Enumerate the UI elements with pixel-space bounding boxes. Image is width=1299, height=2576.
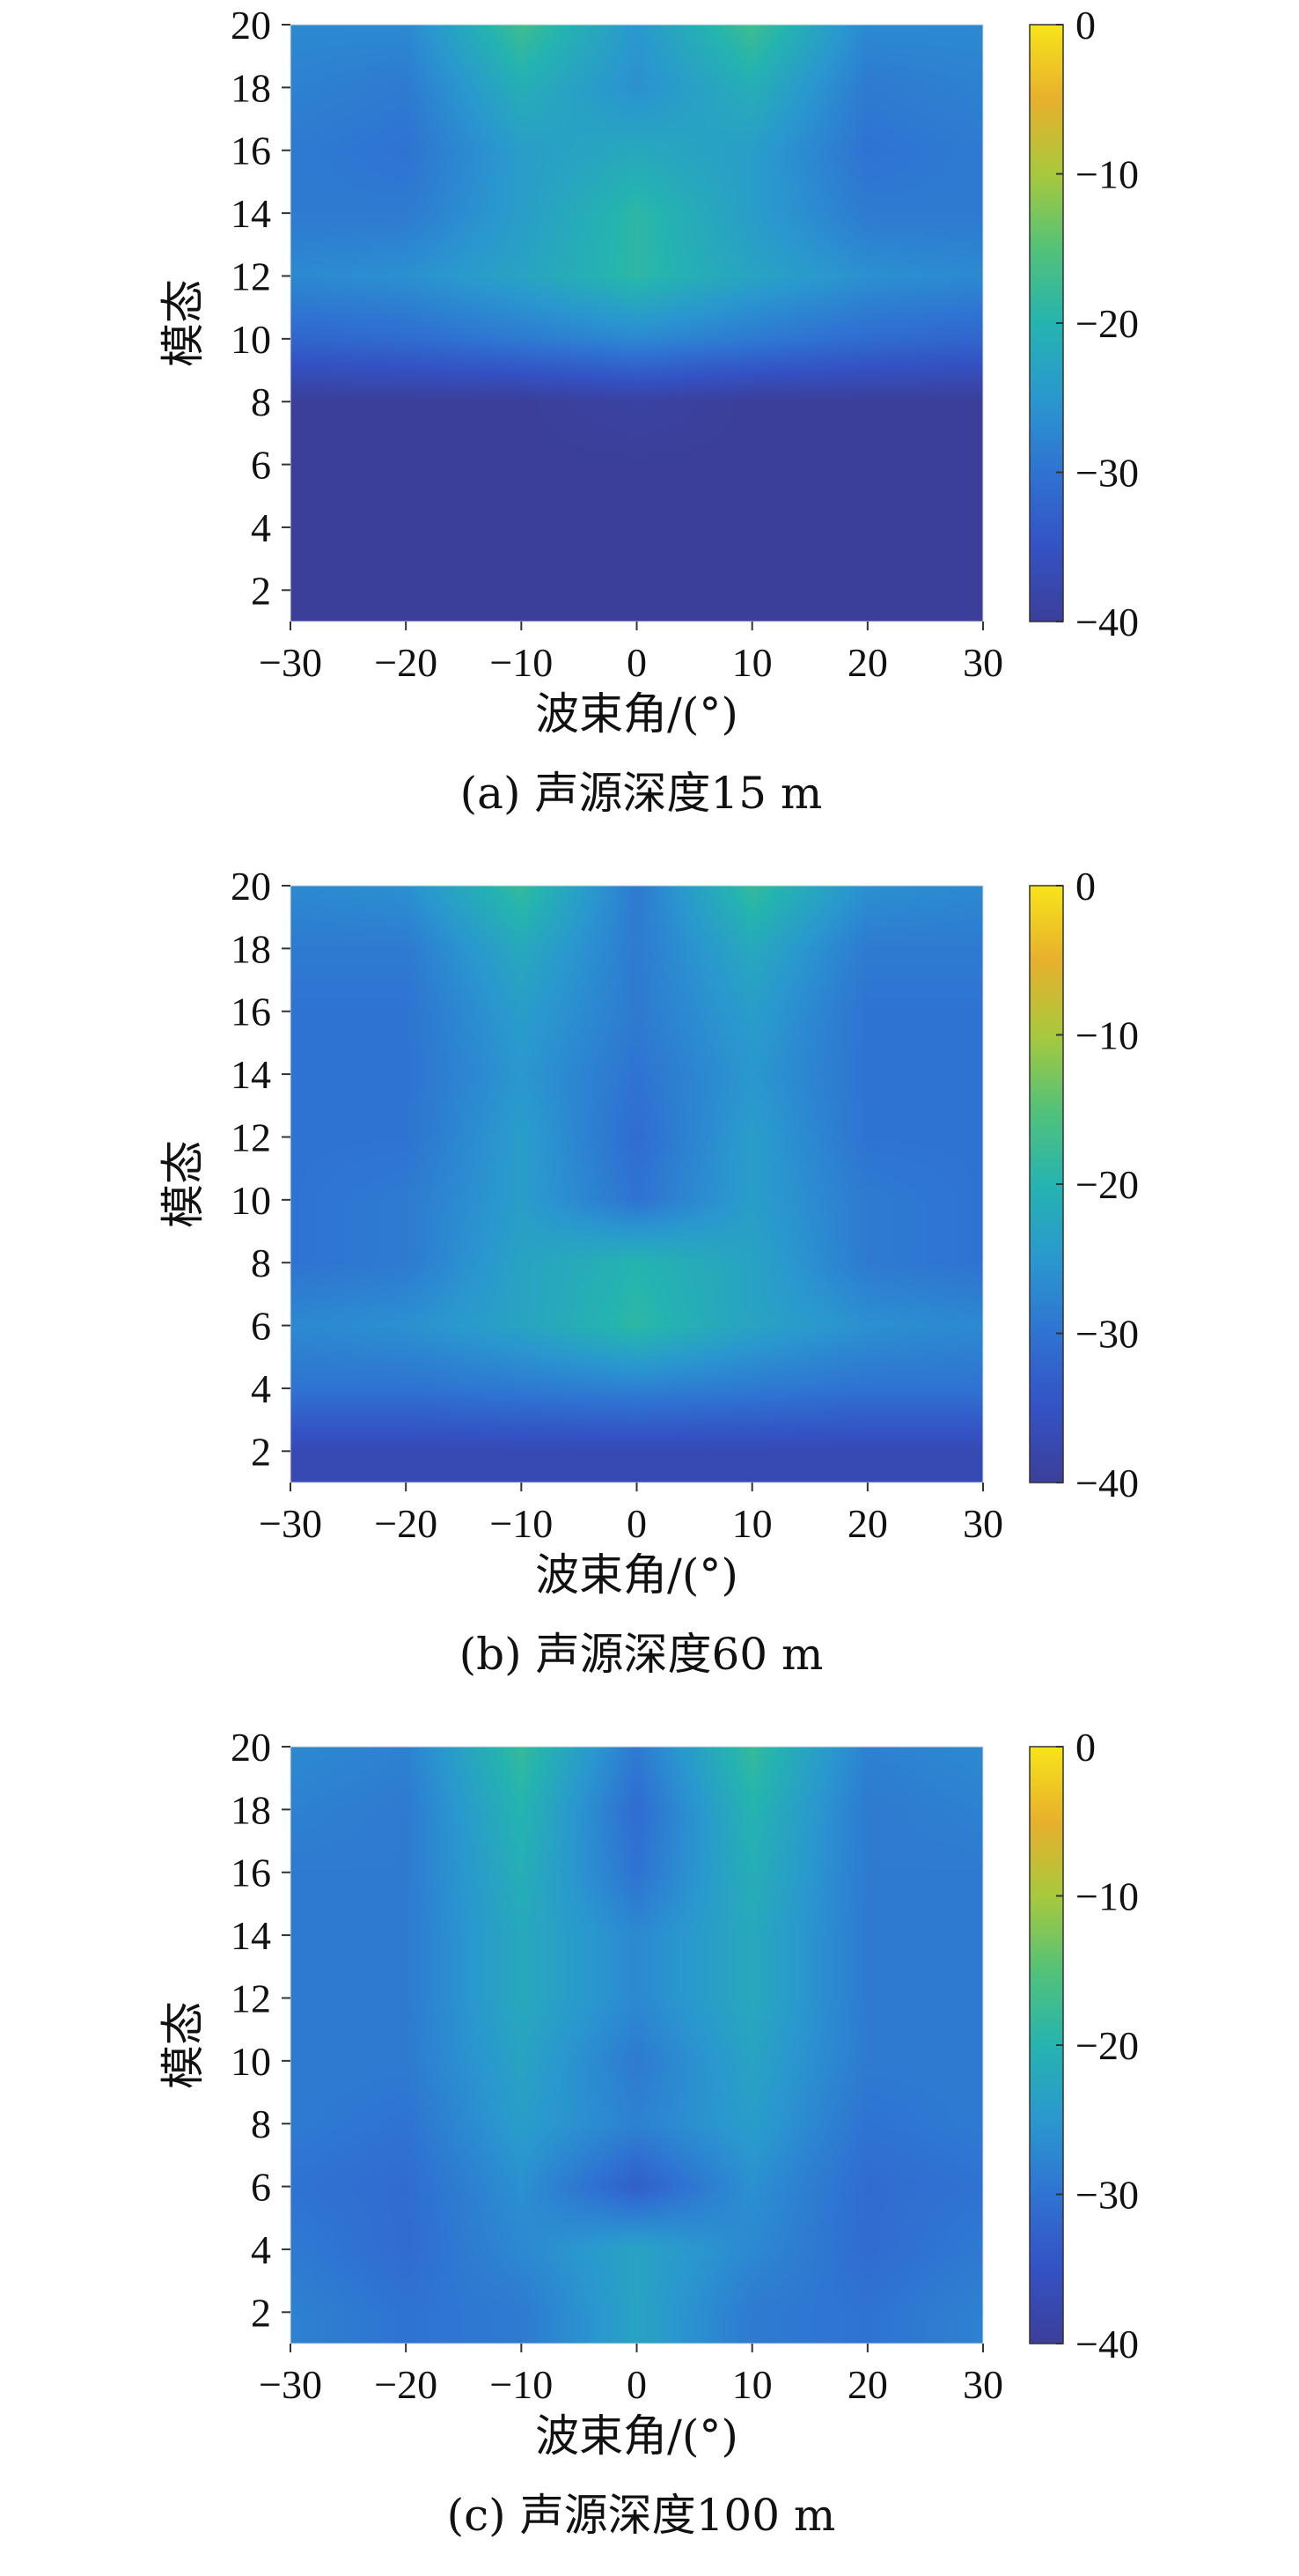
y-tick-label: 20 [231,3,271,48]
x-axis-title: 波束角/(°) [535,1549,738,1601]
x-tick-label: 0 [627,640,647,685]
x-tick-label: −30 [259,640,322,685]
y-tick-label: 18 [231,65,271,110]
y-tick-label: 4 [251,1366,271,1411]
heatmap-image [290,1747,983,2344]
y-axis-title: 模态 [158,279,209,367]
y-tick-label: 14 [231,1913,271,1958]
colorbar-tick-label: −10 [1075,1013,1139,1058]
x-tick-label: −20 [374,1501,437,1546]
x-tick-label: −30 [259,2362,322,2407]
colorbar-tick-label: −20 [1075,2023,1139,2068]
y-tick-label: 8 [251,1240,271,1285]
x-tick-label: 20 [848,640,888,685]
colorbar-tick-label: 0 [1075,864,1096,909]
y-tick-label: 8 [251,379,271,424]
x-tick-label: 30 [963,1501,1003,1546]
y-tick-label: 6 [251,2165,271,2210]
colorbar-tick-label: −40 [1075,1461,1139,1505]
heatmap-chart: 20 18 16 14 12 10 8 6 4 2 −30 −20 −10 0 10 20 30 波束角/(°) 模… [158,1725,1139,2541]
y-tick-label: 12 [231,1976,271,2020]
y-tick-label: 8 [251,2101,271,2146]
heatmap-image [290,886,983,1483]
y-tick-label: 20 [231,1725,271,1770]
y-tick-label: 6 [251,443,271,488]
x-axis-title: 波束角/(°) [535,688,738,740]
x-axis-title: 波束角/(°) [535,2410,738,2462]
y-axis-title: 模态 [158,2001,209,2089]
x-tick-label: 20 [848,1501,888,1546]
y-tick-label: 16 [231,129,271,173]
x-tick-label: 20 [848,2362,888,2407]
y-tick-label: 20 [231,864,271,909]
panel-caption: (a) 声源深度15 m [460,768,823,819]
x-tick-label: 30 [963,2362,1003,2407]
y-tick-label: 2 [251,1429,271,1474]
y-tick-label: 2 [251,2290,271,2335]
y-tick-label: 14 [231,191,271,236]
colorbar-tick-label: −10 [1075,152,1139,197]
y-tick-label: 4 [251,505,271,550]
x-tick-label: −10 [489,640,553,685]
panel-caption: (b) 声源深度60 m [459,1629,824,1680]
y-axis-title: 模态 [158,1140,209,1228]
x-tick-label: −10 [489,1501,553,1546]
y-tick-label: 12 [231,254,271,298]
colorbar-tick-label: −30 [1075,2173,1139,2218]
colorbar-tick-label: −40 [1075,2322,1139,2366]
colorbar-tick-label: −30 [1075,1312,1139,1357]
y-tick-label: 10 [231,2039,271,2084]
heatmap-chart: 20 18 16 14 12 10 8 6 4 2 −30 −20 −10 0 10 20 30 波束角/(°) 模… [158,864,1139,1680]
panel-b: 20 18 16 14 12 10 8 6 4 2 −30 −20 −10 0 10 20 30 波束角/(°) 模… [0,861,1299,1715]
colorbar-tick-label: −30 [1075,451,1139,496]
panel-a: 20 18 16 14 12 10 8 6 4 2 −30 −20 −10 0 10 20 30 波束角/(°) 模… [0,0,1299,854]
colorbar-tick-label: −10 [1075,1874,1139,1919]
y-tick-label: 12 [231,1115,271,1159]
y-tick-label: 14 [231,1052,271,1097]
heatmap-chart: 20 18 16 14 12 10 8 6 4 2 −30 −20 −10 0 10 20 30 波束角/(°) 模… [158,3,1139,819]
x-tick-label: 10 [732,2362,773,2407]
y-tick-label: 10 [231,1178,271,1223]
y-tick-label: 6 [251,1304,271,1349]
colorbar-tick-label: −20 [1075,301,1139,346]
y-tick-label: 18 [231,926,271,971]
x-tick-label: 0 [627,1501,647,1546]
y-tick-label: 18 [231,1787,271,1832]
x-tick-label: 10 [732,640,773,685]
y-tick-label: 16 [231,990,271,1034]
y-tick-label: 4 [251,2227,271,2272]
colorbar-tick-label: 0 [1075,3,1096,48]
x-tick-label: −20 [374,640,437,685]
panel-c: 20 18 16 14 12 10 8 6 4 2 −30 −20 −10 0 10 20 30 波束角/(°) 模… [0,1722,1299,2576]
x-tick-label: 30 [963,640,1003,685]
x-tick-label: 10 [732,1501,773,1546]
colorbar-tick-label: −20 [1075,1162,1139,1207]
y-tick-label: 2 [251,568,271,613]
colorbar-tick-label: 0 [1075,1725,1096,1770]
x-tick-label: −20 [374,2362,437,2407]
panel-caption: (c) 声源深度100 m [447,2490,836,2541]
heatmap-image [290,25,983,622]
colorbar-tick-label: −40 [1075,600,1139,644]
x-tick-label: −30 [259,1501,322,1546]
x-tick-label: −10 [489,2362,553,2407]
y-tick-label: 10 [231,317,271,362]
x-tick-label: 0 [627,2362,647,2407]
y-tick-label: 16 [231,1851,271,1895]
